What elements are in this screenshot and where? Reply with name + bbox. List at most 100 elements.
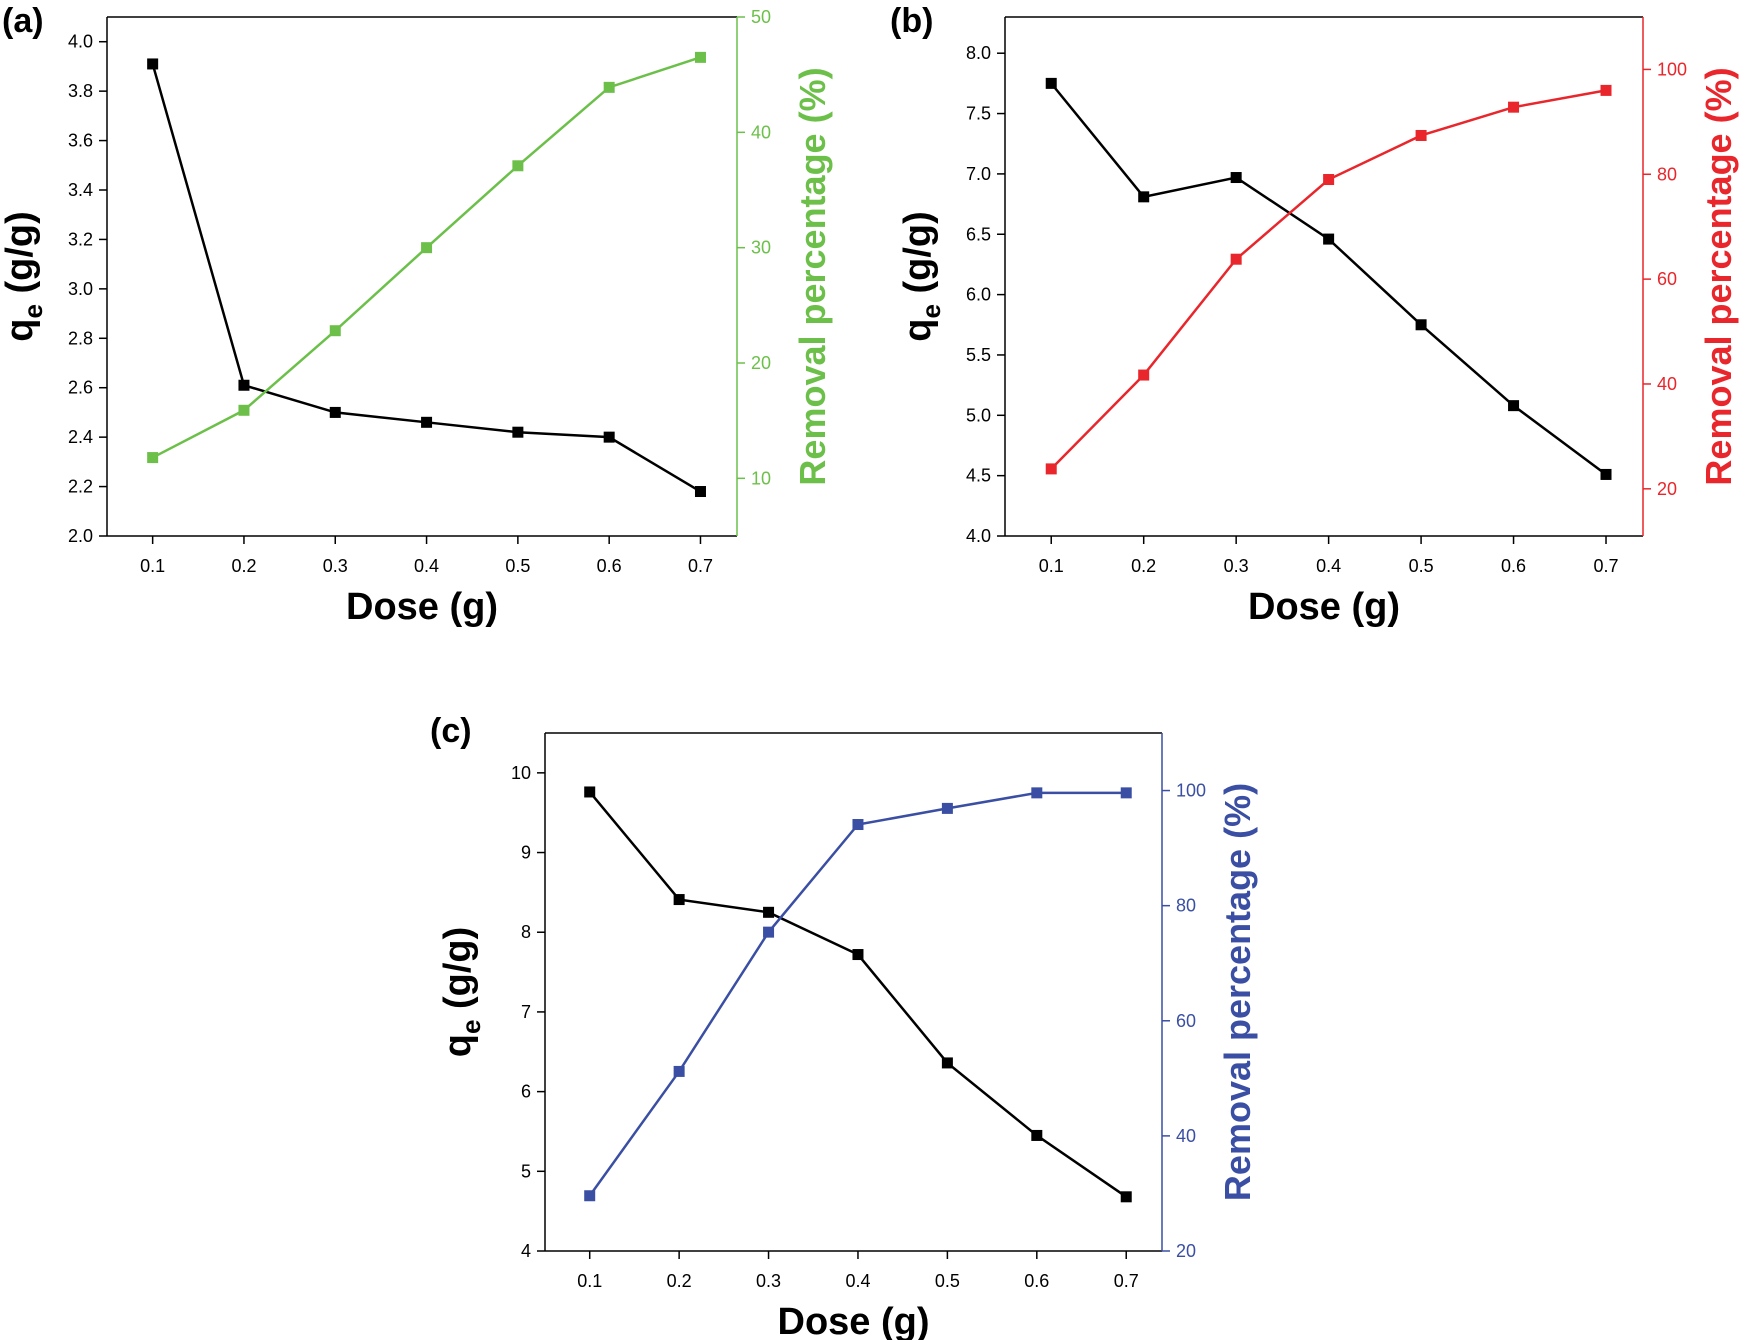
data-point-qe: [147, 58, 159, 70]
data-point-qe: [421, 416, 433, 428]
y-left-tick-label: 4.0: [966, 526, 991, 546]
y-left-tick-label: 3.8: [68, 81, 93, 101]
data-point-qe: [1600, 468, 1612, 480]
data-point-qe: [673, 894, 685, 906]
data-point-removal: [584, 1190, 596, 1202]
data-point-qe: [694, 486, 706, 498]
y-left-tick-label: 9: [521, 843, 531, 863]
data-point-qe: [329, 406, 341, 418]
data-point-removal: [1323, 174, 1335, 186]
x-tick-label: 0.5: [935, 1271, 960, 1291]
y-left-label-q: q: [437, 1034, 479, 1057]
x-tick-label: 0.2: [231, 556, 256, 576]
y-left-tick-label: 2.0: [68, 526, 93, 546]
x-tick-label: 0.7: [1593, 556, 1618, 576]
x-tick-label: 0.7: [1114, 1271, 1139, 1291]
data-point-removal: [694, 51, 706, 63]
y-left-label-q: q: [897, 319, 939, 342]
y-left-tick-label: 2.4: [68, 427, 93, 447]
data-point-qe: [763, 906, 775, 918]
y-left-tick-label: 2.8: [68, 328, 93, 348]
data-point-removal: [603, 81, 615, 93]
y-left-label-unit: (g/g): [897, 211, 939, 304]
x-axis-label: Dose (g): [346, 586, 498, 628]
y-left-label-sub: e: [456, 1020, 486, 1034]
data-point-removal: [238, 404, 250, 416]
y-left-label-sub: e: [916, 304, 946, 318]
data-point-qe: [1508, 400, 1520, 412]
x-tick-label: 0.2: [667, 1271, 692, 1291]
y-axis-right-label: Removal percentage (%): [1217, 783, 1258, 1201]
y-left-tick-label: 4.5: [966, 466, 991, 486]
y-right-tick-label: 80: [1657, 164, 1677, 184]
y-left-tick-label: 3.0: [68, 279, 93, 299]
series-line-removal: [152, 56, 701, 459]
data-point-removal: [147, 452, 159, 464]
x-tick-label: 0.5: [1409, 556, 1434, 576]
y-right-tick-label: 20: [1176, 1241, 1196, 1261]
y-axis-left-label: qe (g/g): [0, 211, 48, 342]
x-tick-label: 0.3: [323, 556, 348, 576]
data-point-removal: [1415, 129, 1427, 141]
data-point-removal: [941, 802, 953, 814]
data-point-qe: [1120, 1191, 1132, 1203]
y-left-tick-label: 6.5: [966, 224, 991, 244]
data-point-removal: [1138, 369, 1150, 381]
data-point-qe: [584, 786, 596, 798]
x-axis-label: Dose (g): [1248, 586, 1400, 628]
y-right-tick-label: 50: [751, 7, 771, 27]
panel-label: (a): [2, 2, 44, 40]
series-line-qe: [1050, 82, 1607, 476]
data-point-qe: [1415, 319, 1427, 331]
y-left-tick-label: 10: [511, 763, 531, 783]
y-left-tick-label: 8.0: [966, 43, 991, 63]
y-right-tick-label: 60: [1176, 1011, 1196, 1031]
y-right-tick-label: 60: [1657, 269, 1677, 289]
data-point-removal: [1508, 101, 1520, 113]
y-right-tick-label: 20: [751, 353, 771, 373]
y-left-tick-label: 6.0: [966, 285, 991, 305]
y-axis-left-label: qe (g/g): [437, 927, 486, 1058]
x-tick-label: 0.6: [1501, 556, 1526, 576]
data-point-qe: [1031, 1129, 1043, 1141]
data-point-removal: [852, 819, 864, 831]
y-left-tick-label: 2.2: [68, 477, 93, 497]
y-left-tick-label: 2.6: [68, 378, 93, 398]
y-left-tick-label: 3.4: [68, 180, 93, 200]
data-point-qe: [1045, 77, 1057, 89]
data-point-qe: [1138, 191, 1150, 203]
data-point-removal: [1230, 253, 1242, 265]
data-point-removal: [329, 325, 341, 337]
chart-panel-2: (b) 0.1 0.2 0.3 0.4 0.5 0.6 0.7 4.0 4.5 5.0 5.5 6.0 6…: [890, 2, 1739, 628]
data-point-removal: [1031, 787, 1043, 799]
y-axis-left-label: qe (g/g): [897, 211, 946, 342]
x-tick-label: 0.1: [140, 556, 165, 576]
data-point-qe: [1323, 233, 1335, 245]
x-tick-label: 0.1: [1039, 556, 1064, 576]
data-point-removal: [421, 242, 433, 254]
data-point-qe: [603, 431, 615, 443]
x-tick-label: 0.4: [414, 556, 439, 576]
panel-label: (c): [430, 712, 472, 750]
y-right-tick-label: 20: [1657, 479, 1677, 499]
x-tick-label: 0.5: [505, 556, 530, 576]
y-left-label-unit: (g/g): [0, 211, 41, 304]
data-point-qe: [1230, 172, 1242, 184]
y-left-tick-label: 5.5: [966, 345, 991, 365]
y-right-tick-label: 10: [751, 468, 771, 488]
y-left-tick-label: 7.5: [966, 104, 991, 124]
y-left-tick-label: 3.6: [68, 131, 93, 151]
y-left-tick-label: 6: [521, 1082, 531, 1102]
y-left-tick-label: 7: [521, 1002, 531, 1022]
y-right-tick-label: 100: [1176, 781, 1206, 801]
y-left-label-unit: (g/g): [437, 927, 479, 1020]
y-left-tick-label: 4.0: [68, 32, 93, 52]
x-tick-label: 0.1: [577, 1271, 602, 1291]
y-right-tick-label: 100: [1657, 59, 1687, 79]
x-tick-label: 0.3: [1224, 556, 1249, 576]
data-point-removal: [1120, 787, 1132, 799]
x-axis-label: Dose (g): [778, 1301, 930, 1340]
y-left-tick-label: 8: [521, 922, 531, 942]
y-left-tick-label: 3.2: [68, 229, 93, 249]
